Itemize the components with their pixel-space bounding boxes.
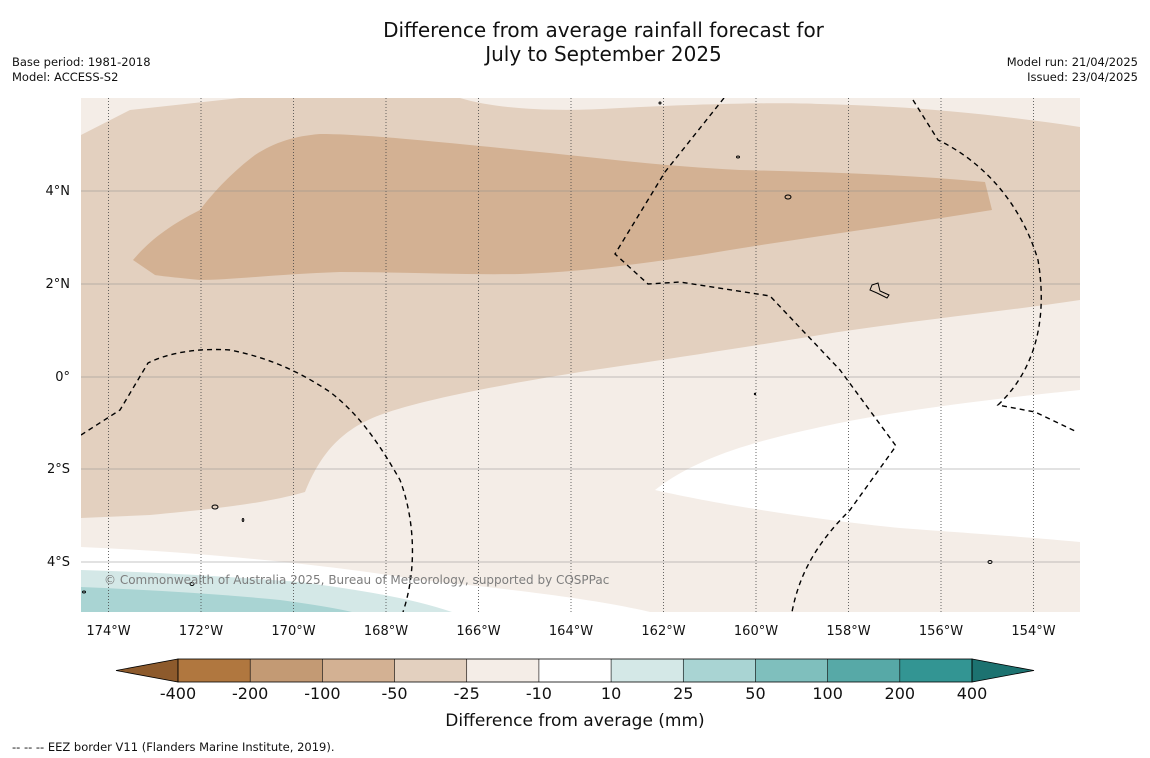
colorbar-cell	[178, 659, 251, 682]
lat-label-0: 0°	[55, 370, 70, 385]
lon-label-166w: 166°W	[456, 624, 500, 639]
eez-border-west	[81, 348, 414, 612]
base-period-text: Base period: 1981-2018	[12, 55, 151, 69]
colorbar-cell	[827, 659, 900, 682]
colorbar: -400 -200 -100 -50 -25 -10 10 25 50 100 200 400 Dif…	[115, 658, 1035, 731]
parallel-lines	[81, 190, 1080, 563]
colorbar-tick-label: 10	[601, 684, 621, 703]
colorbar-cell	[683, 659, 756, 682]
map-title: Difference from average rainfall forecas…	[0, 18, 1150, 66]
colorbar-tick-label: -25	[454, 684, 480, 703]
meta-right: Model run: 21/04/2025 Issued: 23/04/2025	[1007, 55, 1138, 85]
colorbar-cell	[466, 659, 539, 682]
lon-label-158w: 158°W	[826, 624, 870, 639]
colorbar-title: Difference from average (mm)	[445, 711, 704, 731]
island-dot-6	[189, 582, 195, 586]
model-run-text: Model run: 21/04/2025	[1006, 55, 1138, 69]
colorbar-cell	[394, 659, 467, 682]
island-dot-2	[658, 101, 662, 105]
colorbar-extend-low	[115, 658, 179, 683]
colorbar-tick-label: 100	[812, 684, 843, 703]
lon-label-154w: 154°W	[1011, 624, 1055, 639]
title-line-2: July to September 2025	[485, 42, 722, 66]
eez-border-east	[912, 99, 1078, 433]
island-dot-4	[753, 392, 757, 396]
colorbar-cells	[115, 658, 1035, 683]
lat-label-2s: 2°S	[47, 462, 70, 477]
colorbar-tick-label: -200	[232, 684, 268, 703]
colorbar-tick-label: -100	[304, 684, 340, 703]
colorbar-cell	[755, 659, 828, 682]
lon-label-156w: 156°W	[919, 624, 963, 639]
meta-left: Base period: 1981-2018 Model: ACCESS-S2	[12, 55, 151, 85]
island-jarvis	[784, 194, 792, 200]
colorbar-tick-label: 400	[957, 684, 988, 703]
lon-label-174w: 174°W	[86, 624, 130, 639]
shade-minus100-minus50	[133, 134, 992, 280]
lon-label-164w: 164°W	[549, 624, 593, 639]
island-dot-7	[82, 590, 86, 594]
colorbar-tick-label: -50	[381, 684, 407, 703]
colorbar-cell	[899, 659, 972, 682]
colorbar-ticks: -400 -200 -100 -50 -25 -10 10 25 50 100 200 400	[160, 659, 987, 703]
lon-label-170w: 170°W	[271, 624, 315, 639]
island-dot-5	[241, 518, 245, 522]
lon-label-160w: 160°W	[734, 624, 778, 639]
model-text: Model: ACCESS-S2	[12, 70, 119, 84]
colorbar-tick-label: -10	[526, 684, 552, 703]
island-kiritimati	[869, 282, 890, 299]
colorbar-tick-label: -400	[160, 684, 196, 703]
islands	[82, 101, 993, 594]
lon-label-168w: 168°W	[364, 624, 408, 639]
island-dot-1	[736, 155, 740, 159]
title-line-1: Difference from average rainfall forecas…	[383, 18, 824, 42]
eez-borders	[81, 98, 1078, 612]
lat-label-4s: 4°S	[47, 555, 70, 570]
eez-border-central	[614, 98, 897, 612]
colorbar-tick-label: 200	[885, 684, 916, 703]
lon-label-172w: 172°W	[179, 624, 223, 639]
colorbar-cell	[611, 659, 684, 682]
colorbar-cell	[538, 659, 612, 682]
eez-footnote: -- -- -- EEZ border V11 (Flanders Marine…	[12, 740, 335, 754]
island-dot-3	[987, 560, 993, 564]
lat-label-2n: 2°N	[46, 277, 71, 292]
longitude-labels: 174°W 172°W 170°W 168°W 166°W 164°W 162°…	[86, 624, 1055, 639]
colorbar-tick-label: 50	[745, 684, 765, 703]
shade-25-50	[81, 587, 352, 612]
lat-label-4n: 4°N	[46, 184, 71, 199]
lon-label-162w: 162°W	[641, 624, 685, 639]
issued-text: Issued: 23/04/2025	[1027, 70, 1138, 84]
island-west	[211, 504, 219, 510]
copyright-text: © Commonwealth of Australia 2025, Bureau…	[104, 573, 609, 587]
colorbar-cell	[250, 659, 323, 682]
latitude-labels: 4°N 2°N 0° 2°S 4°S	[46, 184, 71, 570]
colorbar-tick-label: 25	[673, 684, 693, 703]
map-plot-area: © Commonwealth of Australia 2025, Bureau…	[81, 98, 1080, 612]
colorbar-cell	[322, 659, 395, 682]
colorbar-extend-high	[971, 658, 1035, 683]
